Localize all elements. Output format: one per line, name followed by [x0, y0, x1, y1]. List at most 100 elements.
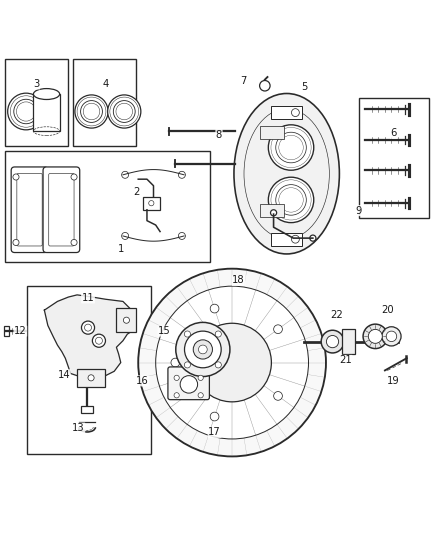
Circle shape [71, 239, 77, 246]
Circle shape [276, 184, 306, 215]
Circle shape [274, 392, 283, 400]
Bar [4, 326, 10, 336]
FancyBboxPatch shape [11, 167, 48, 253]
Bar [359, 99, 429, 219]
Bar [77, 369, 106, 386]
Circle shape [71, 174, 77, 180]
Circle shape [174, 375, 179, 381]
Circle shape [268, 177, 314, 223]
Circle shape [215, 331, 221, 337]
Bar [272, 233, 302, 246]
Bar [342, 329, 355, 354]
Bar [27, 286, 151, 454]
Circle shape [268, 125, 314, 170]
Circle shape [81, 321, 95, 334]
Bar [5, 151, 210, 262]
Text: 19: 19 [387, 376, 400, 386]
Circle shape [271, 210, 277, 216]
Text: 21: 21 [339, 356, 352, 365]
Circle shape [108, 95, 141, 128]
Circle shape [95, 337, 102, 344]
Circle shape [85, 324, 92, 331]
Circle shape [276, 132, 306, 163]
Circle shape [274, 325, 283, 334]
Bar [73, 59, 136, 147]
Circle shape [215, 362, 221, 368]
Circle shape [81, 101, 102, 123]
Circle shape [88, 375, 94, 381]
Text: 16: 16 [136, 376, 149, 386]
Circle shape [13, 174, 19, 180]
Circle shape [193, 340, 212, 359]
Circle shape [184, 331, 221, 368]
Text: 14: 14 [58, 370, 71, 380]
Text: 15: 15 [158, 326, 171, 336]
Text: 17: 17 [208, 427, 221, 438]
Text: 1: 1 [117, 244, 124, 254]
Circle shape [184, 331, 191, 337]
Polygon shape [44, 295, 136, 378]
Circle shape [178, 171, 185, 179]
Circle shape [14, 99, 38, 124]
Circle shape [155, 286, 308, 439]
Circle shape [291, 235, 299, 243]
Bar [81, 406, 93, 413]
Text: 11: 11 [81, 293, 95, 303]
Circle shape [8, 93, 44, 130]
FancyBboxPatch shape [43, 167, 80, 253]
Bar [261, 204, 285, 217]
Bar [261, 126, 285, 139]
Text: 2: 2 [133, 187, 139, 197]
Text: 9: 9 [356, 206, 362, 216]
Circle shape [174, 393, 179, 398]
Bar [5, 59, 68, 147]
Text: 20: 20 [381, 305, 393, 315]
Circle shape [326, 335, 339, 348]
Circle shape [198, 375, 203, 381]
Circle shape [210, 304, 219, 313]
Text: 22: 22 [331, 310, 343, 319]
Bar [33, 94, 60, 131]
Ellipse shape [33, 88, 60, 100]
Text: 18: 18 [232, 276, 245, 286]
Bar [272, 106, 302, 119]
Circle shape [13, 239, 19, 246]
Circle shape [184, 362, 191, 368]
Text: 4: 4 [102, 79, 109, 89]
Circle shape [122, 232, 129, 239]
Text: 13: 13 [72, 423, 85, 433]
Circle shape [291, 109, 299, 117]
Circle shape [368, 329, 382, 343]
Circle shape [149, 200, 154, 206]
Circle shape [178, 232, 185, 239]
Circle shape [386, 331, 397, 342]
Circle shape [124, 317, 130, 323]
Circle shape [176, 322, 230, 376]
Bar [117, 308, 136, 332]
Circle shape [138, 269, 326, 456]
Text: 7: 7 [240, 76, 246, 86]
Text: 5: 5 [301, 82, 307, 92]
Circle shape [310, 235, 316, 241]
Circle shape [382, 327, 401, 346]
Bar [143, 197, 160, 210]
Circle shape [363, 324, 388, 349]
Text: 6: 6 [390, 128, 397, 139]
Circle shape [113, 101, 135, 123]
Circle shape [210, 412, 219, 421]
Circle shape [193, 323, 272, 402]
Circle shape [92, 334, 106, 348]
Circle shape [321, 330, 344, 353]
Text: 12: 12 [14, 326, 27, 336]
FancyBboxPatch shape [168, 367, 209, 400]
Circle shape [198, 393, 203, 398]
Ellipse shape [234, 93, 339, 254]
Circle shape [180, 376, 198, 393]
Circle shape [75, 95, 108, 128]
Text: 3: 3 [33, 79, 39, 89]
Circle shape [260, 80, 270, 91]
Text: 8: 8 [216, 130, 222, 140]
Circle shape [198, 345, 207, 354]
Circle shape [171, 358, 180, 367]
Circle shape [122, 171, 129, 179]
